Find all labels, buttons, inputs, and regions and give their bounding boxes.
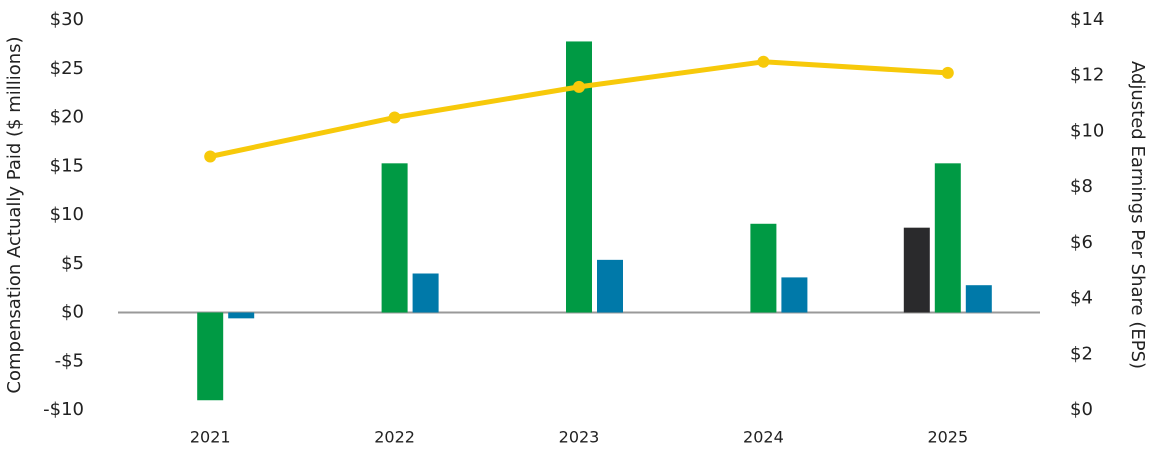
y-tick-label: $15	[50, 155, 84, 176]
bar	[781, 277, 808, 313]
y2-tick-label: $10	[1070, 120, 1104, 141]
x-tick-label: 2022	[374, 428, 415, 447]
bar	[903, 227, 930, 313]
bar	[934, 163, 961, 313]
bar	[412, 273, 439, 313]
x-tick-label: 2024	[743, 428, 784, 447]
y2-tick-label: $14	[1070, 9, 1104, 30]
y2-tick-label: $4	[1070, 288, 1093, 309]
bar	[228, 312, 255, 319]
y-axis-label: Compensation Actually Paid ($ millions)	[4, 36, 25, 393]
x-tick-label: 2023	[559, 428, 600, 447]
y-tick-label: $0	[61, 302, 84, 323]
y2-tick-label: $8	[1070, 176, 1093, 197]
bar	[197, 312, 224, 401]
y-tick-label: -$5	[55, 350, 84, 371]
bar	[965, 285, 992, 313]
y2-tick-label: $12	[1070, 65, 1104, 86]
y-tick-label: -$10	[43, 399, 84, 420]
x-tick-label: 2021	[190, 428, 231, 447]
y2-axis-label: Adjusted Earnings Per Share (EPS)	[1127, 61, 1148, 369]
y2-tick-label: $2	[1070, 343, 1093, 364]
bar	[750, 223, 777, 313]
y-tick-label: $30	[50, 9, 84, 30]
x-tick-label: 2025	[927, 428, 968, 447]
bar	[381, 163, 408, 313]
y2-tick-label: $6	[1070, 232, 1093, 253]
y-tick-label: $25	[50, 58, 84, 79]
eps-point	[941, 66, 954, 79]
y-tick-label: $10	[50, 204, 84, 225]
y2-tick-label: $0	[1070, 399, 1093, 420]
y-tick-label: $20	[50, 107, 84, 128]
bar	[597, 259, 623, 313]
y-tick-label: $5	[61, 253, 84, 274]
eps-point	[757, 55, 770, 68]
eps-point	[573, 80, 585, 93]
eps-point	[204, 150, 217, 163]
eps-point	[388, 111, 401, 124]
